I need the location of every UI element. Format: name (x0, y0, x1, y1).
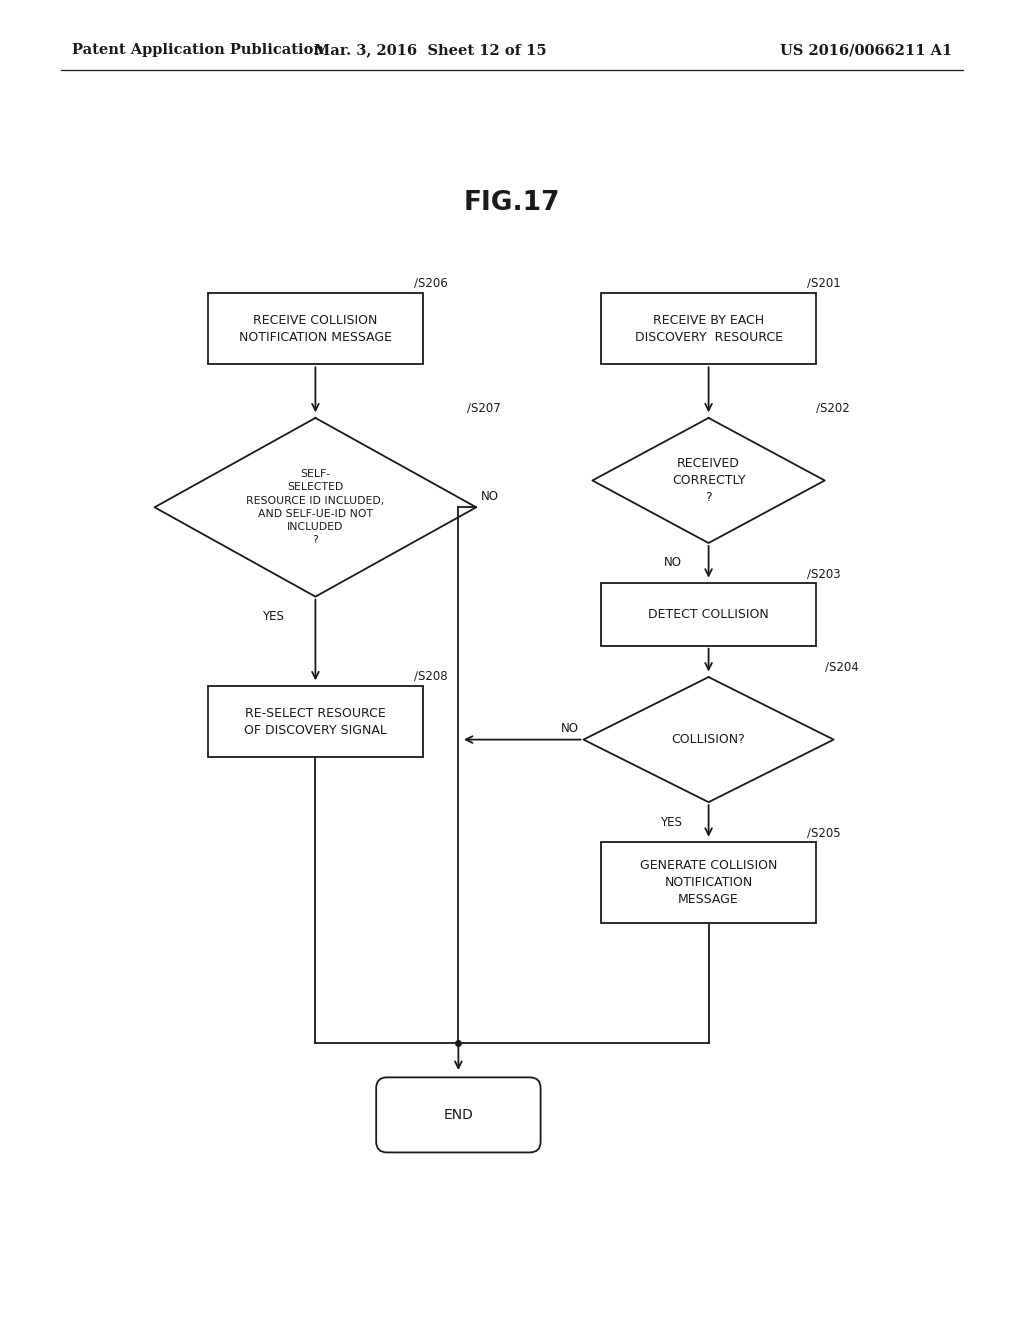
FancyBboxPatch shape (208, 686, 423, 758)
Text: COLLISION?: COLLISION? (672, 733, 745, 746)
FancyBboxPatch shape (601, 842, 816, 923)
Text: RECEIVE COLLISION
NOTIFICATION MESSAGE: RECEIVE COLLISION NOTIFICATION MESSAGE (239, 314, 392, 343)
Text: RECEIVE BY EACH
DISCOVERY  RESOURCE: RECEIVE BY EACH DISCOVERY RESOURCE (635, 314, 782, 343)
Text: NO: NO (664, 557, 682, 569)
FancyBboxPatch shape (208, 293, 423, 364)
Text: ∕S207: ∕S207 (467, 403, 501, 416)
Text: FIG.17: FIG.17 (464, 190, 560, 216)
Text: RE-SELECT RESOURCE
OF DISCOVERY SIGNAL: RE-SELECT RESOURCE OF DISCOVERY SIGNAL (244, 706, 387, 737)
Text: ∕S201: ∕S201 (807, 277, 841, 290)
Text: DETECT COLLISION: DETECT COLLISION (648, 609, 769, 620)
Polygon shape (155, 418, 476, 597)
Text: YES: YES (262, 610, 284, 623)
Text: ∕S204: ∕S204 (824, 661, 858, 675)
FancyBboxPatch shape (601, 293, 816, 364)
Text: GENERATE COLLISION
NOTIFICATION
MESSAGE: GENERATE COLLISION NOTIFICATION MESSAGE (640, 859, 777, 906)
Text: ∕S206: ∕S206 (414, 277, 447, 290)
Text: ∕S208: ∕S208 (414, 671, 447, 684)
Text: ∕S202: ∕S202 (816, 403, 850, 416)
Polygon shape (593, 418, 824, 543)
Text: SELF-
SELECTED
RESOURCE ID INCLUDED,
AND SELF-UE-ID NOT
INCLUDED
?: SELF- SELECTED RESOURCE ID INCLUDED, AND… (247, 470, 385, 545)
Polygon shape (584, 677, 834, 803)
Text: YES: YES (659, 816, 682, 829)
Text: Mar. 3, 2016  Sheet 12 of 15: Mar. 3, 2016 Sheet 12 of 15 (313, 44, 547, 57)
Text: END: END (443, 1107, 473, 1122)
FancyBboxPatch shape (376, 1077, 541, 1152)
Text: NO: NO (480, 490, 499, 503)
Text: US 2016/0066211 A1: US 2016/0066211 A1 (780, 44, 952, 57)
FancyBboxPatch shape (601, 583, 816, 645)
Text: RECEIVED
CORRECTLY
?: RECEIVED CORRECTLY ? (672, 457, 745, 504)
Text: ∕S205: ∕S205 (807, 826, 841, 840)
Text: NO: NO (561, 722, 579, 735)
Text: Patent Application Publication: Patent Application Publication (72, 44, 324, 57)
Text: ∕S203: ∕S203 (807, 568, 841, 581)
